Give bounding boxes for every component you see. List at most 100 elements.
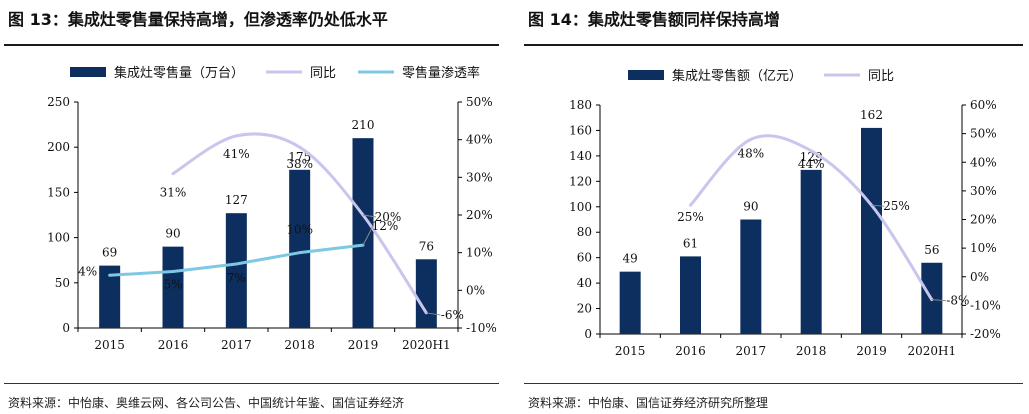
- legend-label: 集成灶零售额（亿元）: [672, 68, 802, 84]
- y-tick-label-left: 40: [577, 276, 592, 290]
- y-tick-label-left: 160: [569, 123, 592, 137]
- y-tick-label-left: 100: [569, 200, 592, 214]
- x-tick-label: 2020H1: [908, 344, 957, 358]
- figure-title: 图 14：集成灶零售额同样保持高增: [528, 10, 780, 29]
- y-tick-label-left: 0: [584, 327, 592, 341]
- legend-label: 集成灶零售量（万台）: [114, 65, 244, 81]
- bar-value-label: 61: [683, 236, 698, 250]
- y-tick-label-right: 10%: [466, 246, 493, 260]
- bar-value-label: 90: [165, 227, 180, 241]
- yoy-data-label: 44%: [798, 157, 825, 171]
- x-tick-label: 2019: [856, 344, 887, 358]
- x-tick-label: 2015: [615, 344, 646, 358]
- bar-value-label: 76: [419, 239, 434, 253]
- y-tick-label-right: 40%: [970, 155, 997, 169]
- bar-value-label: 56: [924, 243, 939, 257]
- y-tick-label-right: 0%: [466, 283, 485, 297]
- yoy-point: [171, 172, 175, 176]
- yoy-point: [689, 203, 692, 207]
- y-tick-label-left: 50: [55, 276, 70, 290]
- y-tick-label-right: 60%: [970, 98, 997, 112]
- y-tick-label-left: 100: [47, 231, 70, 245]
- bar: [352, 138, 374, 328]
- x-tick-label: 2020H1: [402, 338, 451, 352]
- bar-value-label: 210: [352, 118, 375, 132]
- penetration-point: [108, 273, 112, 277]
- data-label-leader: [362, 214, 377, 218]
- bar: [800, 169, 822, 334]
- x-tick-label: 2017: [736, 344, 767, 358]
- yoy-point: [749, 137, 753, 141]
- source-divider: [4, 383, 499, 384]
- y-tick-label-right: 10%: [970, 241, 997, 255]
- bar-value-label: 162: [860, 108, 883, 122]
- chart-panel-14: 图 14：集成灶零售额同样保持高增 集成灶零售额（亿元） 同比 0 20 40 60 80 1…: [520, 0, 1029, 414]
- bar-value-label: 49: [623, 252, 638, 266]
- y-tick-label-left: 80: [577, 225, 592, 239]
- yoy-data-label: -8%: [946, 294, 969, 308]
- data-label-leader: [871, 204, 885, 207]
- yoy-data-label: 25%: [677, 210, 704, 224]
- penetration-point: [298, 251, 302, 255]
- data-label-leader: [362, 225, 374, 246]
- penetration-point: [234, 262, 238, 266]
- yoy-data-label: -6%: [441, 308, 464, 322]
- source-note: 资料来源：中怡康、国信证券经济研究所整理: [528, 396, 769, 410]
- data-label-leader: [931, 299, 946, 302]
- yoy-point: [809, 149, 813, 153]
- y-tick-label-left: 150: [47, 185, 70, 199]
- legend-label: 零售量渗透率: [402, 65, 480, 81]
- penetration-data-label: 10%: [286, 223, 313, 237]
- penetration-point: [171, 270, 175, 273]
- chart-13-svg: 集成灶零售量（万台） 同比 零售量渗透率 0 50 100 150 200 250 -10% 0% 1…: [47, 65, 497, 352]
- bar: [740, 219, 762, 334]
- x-tick-label: 2016: [158, 338, 189, 352]
- y-tick-label-right: 50%: [970, 127, 997, 141]
- legend-swatch-bar: [628, 70, 664, 80]
- y-tick-label-right: 40%: [466, 133, 493, 147]
- x-tick-label: 2019: [348, 338, 379, 352]
- y-tick-label-left: 60: [577, 251, 592, 265]
- yoy-data-label: 31%: [160, 186, 187, 200]
- bar: [289, 169, 311, 328]
- bar: [415, 259, 437, 328]
- legend-swatch-bar: [70, 67, 106, 77]
- penetration-data-label: 12%: [372, 219, 399, 233]
- yoy-data-label: 20%: [375, 210, 402, 224]
- x-tick-label: 2017: [221, 338, 252, 352]
- penetration-data-label: 7%: [227, 271, 246, 285]
- x-tick-label: 2015: [94, 338, 125, 352]
- yoy-data-label: 38%: [286, 157, 313, 171]
- title-divider: [524, 44, 1023, 46]
- bar: [99, 265, 121, 328]
- y-tick-label-left: 250: [47, 95, 70, 109]
- bar: [619, 271, 641, 334]
- yoy-data-label: 48%: [737, 146, 764, 160]
- x-tick-label: 2018: [284, 338, 315, 352]
- bar: [162, 246, 184, 328]
- penetration-data-label: 4%: [78, 264, 97, 278]
- y-tick-label-right: -10%: [466, 321, 497, 335]
- bar-value-label: 127: [225, 193, 248, 207]
- data-label-leader: [426, 312, 441, 316]
- bar-value-label: 175: [288, 150, 311, 164]
- title-divider: [4, 44, 499, 46]
- legend-label: 同比: [868, 69, 894, 84]
- y-tick-label-right: 30%: [466, 170, 493, 184]
- y-tick-label-right: 20%: [466, 208, 493, 222]
- bar-value-label: 90: [743, 200, 758, 214]
- y-tick-label-right: 50%: [466, 95, 493, 109]
- y-tick-label-left: 120: [569, 174, 592, 188]
- bar-value-label: 69: [102, 246, 117, 260]
- bar: [680, 256, 701, 334]
- x-tick-label: 2016: [675, 344, 706, 358]
- yoy-data-label: 41%: [223, 147, 250, 161]
- y-tick-label-left: 20: [577, 302, 592, 316]
- bar: [861, 127, 882, 335]
- figure-title: 图 13：集成灶零售量保持高增，但渗透率仍处低水平: [8, 10, 388, 29]
- chart-14-svg: 集成灶零售额（亿元） 同比 0 20 40 60 80 100 120 140 160 180 -20%…: [569, 68, 1001, 358]
- y-tick-label-right: 20%: [970, 213, 997, 227]
- y-tick-label-left: 140: [569, 149, 592, 163]
- yoy-data-label: 25%: [883, 199, 910, 213]
- bar: [225, 213, 247, 328]
